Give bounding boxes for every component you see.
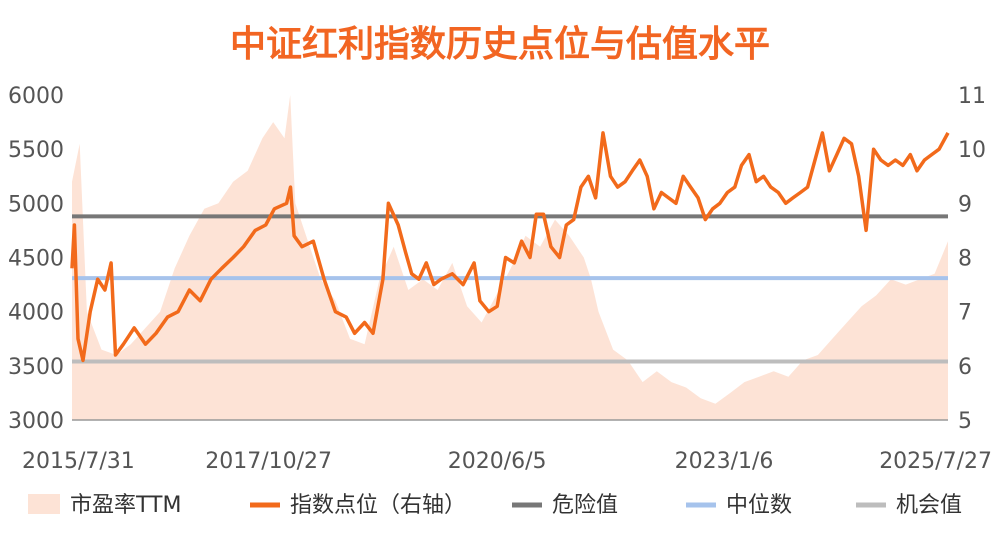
legend-swatch-pe [28, 494, 60, 514]
y-axis-right: 5 6 7 8 9 10 11 [958, 84, 986, 434]
legend-item-index: 指数点位（右轴） [250, 493, 466, 518]
legend-label-median: 中位数 [726, 493, 792, 518]
y-right-tick-label: 10 [958, 138, 986, 163]
index-line-series [70, 131, 950, 363]
legend: 市盈率TTM 指数点位（右轴） 危险值 中位数 机会值 [28, 493, 962, 518]
y-left-tick-label: 6000 [8, 84, 64, 109]
y-left-tick-label: 5500 [8, 138, 64, 163]
y-left-tick-label: 3000 [8, 409, 64, 434]
x-tick-label: 2023/1/6 [675, 449, 774, 474]
plot-area [70, 95, 950, 421]
legend-label-index: 指数点位（右轴） [290, 493, 466, 518]
legend-item-pe: 市盈率TTM [28, 493, 181, 518]
y-left-tick-label: 4000 [8, 301, 64, 326]
x-tick-label: 2025/7/27 [879, 449, 992, 474]
chart-title: 中证红利指数历史点位与估值水平 [230, 24, 770, 65]
y-axis-left: 3000 3500 4000 4500 5000 5500 6000 [8, 84, 64, 434]
legend-label-opportunity: 机会值 [896, 493, 962, 518]
x-axis: 2015/7/31 2017/10/27 2020/6/5 2023/1/6 2025/… [22, 449, 992, 474]
x-tick-label: 2020/6/5 [448, 449, 547, 474]
y-right-tick-label: 6 [958, 355, 972, 380]
legend-item-danger: 危险值 [512, 493, 618, 518]
y-right-tick-label: 8 [958, 247, 972, 272]
legend-label-pe: 市盈率TTM [70, 493, 181, 518]
y-left-tick-label: 4500 [8, 247, 64, 272]
legend-item-median: 中位数 [686, 493, 792, 518]
y-right-tick-label: 7 [958, 301, 972, 326]
y-right-tick-label: 5 [958, 409, 972, 434]
pe-area-series [72, 95, 948, 420]
y-right-tick-label: 11 [958, 84, 986, 109]
y-right-tick-label: 9 [958, 192, 972, 217]
y-left-tick-label: 3500 [8, 355, 64, 380]
x-tick-label: 2015/7/31 [22, 449, 135, 474]
y-left-tick-label: 5000 [8, 192, 64, 217]
legend-item-opportunity: 机会值 [856, 493, 962, 518]
x-tick-label: 2017/10/27 [205, 449, 332, 474]
legend-label-danger: 危险值 [552, 493, 618, 518]
